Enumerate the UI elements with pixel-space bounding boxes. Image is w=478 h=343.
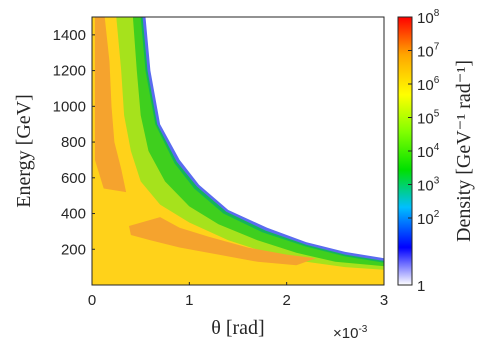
colorbar-tick-label: 105	[417, 109, 440, 128]
colorbar-tick-label: 107	[417, 42, 440, 61]
plot-area	[91, 16, 385, 286]
x-axis-multiplier: ×10-3	[333, 324, 368, 342]
x-tick-label: 1	[185, 292, 193, 309]
y-tick-label: 600	[61, 170, 86, 187]
colorbar-label: Density [GeV⁻¹ rad⁻¹]	[453, 60, 475, 242]
y-tick-label: 1400	[53, 27, 86, 44]
x-tick-label: 2	[282, 292, 290, 309]
contour-fills	[92, 17, 384, 285]
y-axis-label: Energy [GeV]	[13, 94, 35, 207]
x-tick-label: 3	[380, 292, 388, 309]
contour-level-1e6.5	[94, 17, 127, 193]
y-tick-label: 200	[61, 241, 86, 258]
y-tick-label: 1000	[53, 98, 86, 115]
x-multiplier-exp: -3	[358, 324, 367, 335]
colorbar-tick-label: 102	[417, 209, 440, 228]
contour-level-1e6.5-band	[129, 217, 316, 266]
y-axis-ticks: 200 400 600 800 1000 1200 1400	[53, 27, 95, 258]
y-tick-label: 1200	[53, 63, 86, 80]
colorbar-tick-label: 104	[417, 142, 440, 161]
y-tick-label: 800	[61, 134, 86, 151]
colorbar-tick-label: 106	[417, 75, 440, 94]
colorbar-tick-label: 103	[417, 176, 440, 195]
colorbar-tick-label: 108	[417, 8, 440, 27]
colorbar: 1 102 103 104 105 106 107 108 Density [GeV⁻¹ ra…	[397, 8, 475, 295]
plot-frame	[91, 16, 385, 286]
contour-level-1e6	[92, 17, 384, 285]
colorbar-ticks: 1 102 103 104 105 106 107 108	[408, 8, 440, 295]
colorbar-tick-label: 1	[417, 278, 425, 295]
x-axis-label: θ [rad]	[211, 317, 264, 339]
x-tick-label: 0	[88, 292, 96, 309]
x-multiplier-base: ×10	[333, 325, 358, 342]
y-tick-label: 400	[61, 206, 86, 223]
x-axis-ticks: 0 1 2 3	[88, 282, 388, 309]
